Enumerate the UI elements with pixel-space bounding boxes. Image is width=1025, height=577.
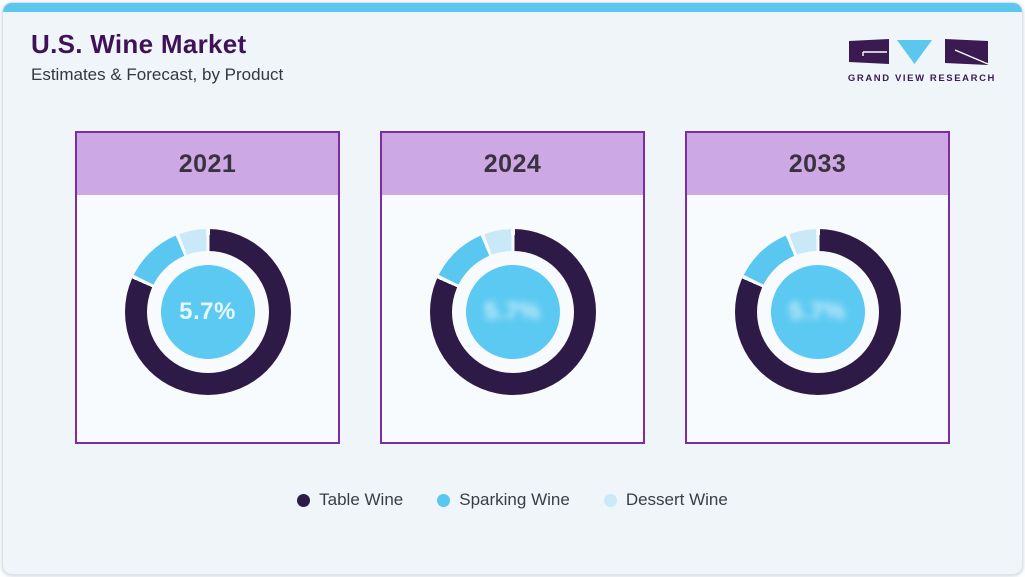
card-header-2024: 2024 bbox=[382, 133, 643, 195]
title-block: U.S. Wine Market Estimates & Forecast, b… bbox=[31, 29, 283, 85]
donut-center-circle: 5.7% bbox=[160, 264, 255, 359]
page-subtitle: Estimates & Forecast, by Product bbox=[31, 65, 284, 84]
grand-view-research-logo: GRAND VIEW RESEARCH bbox=[848, 29, 996, 84]
donut-hole: 5.7% bbox=[451, 250, 574, 373]
dessert-wine-swatch-icon bbox=[603, 493, 617, 507]
card-header-2033: 2033 bbox=[687, 133, 948, 195]
logo-wordmark: GRAND VIEW RESEARCH bbox=[847, 73, 996, 84]
legend-label: Dessert Wine bbox=[625, 490, 728, 509]
year-card-2033: 2033 5.7% bbox=[685, 131, 950, 444]
donut-chart-2021: 5.7% bbox=[124, 228, 291, 395]
card-header-2021: 2021 bbox=[77, 133, 338, 195]
donut-chart-2024: 5.7% bbox=[429, 228, 596, 395]
donut-hole: 5.7% bbox=[146, 250, 269, 373]
year-card-2021: 2021 5.7% bbox=[75, 131, 340, 444]
table-wine-swatch-icon bbox=[297, 493, 311, 507]
legend-label: Sparking Wine bbox=[459, 490, 570, 509]
donut-center-label: 5.7% bbox=[179, 297, 236, 325]
legend-item-table-wine: Table Wine bbox=[297, 490, 403, 510]
gvr-logo-icon bbox=[849, 39, 989, 65]
donut-center-label: 5.7% bbox=[484, 297, 541, 325]
donut-center-circle: 5.7% bbox=[770, 264, 865, 359]
top-accent-bar bbox=[3, 3, 1022, 12]
donut-center-label: 5.7% bbox=[789, 297, 846, 325]
legend-label: Table Wine bbox=[319, 490, 404, 509]
year-cards-row: 2021 5.7% 2024 5.7% bbox=[3, 131, 1022, 444]
card-body-2033: 5.7% bbox=[687, 195, 948, 442]
donut-center-circle: 5.7% bbox=[465, 264, 560, 359]
card-body-2021: 5.7% bbox=[77, 195, 338, 442]
page-title: U.S. Wine Market bbox=[31, 29, 247, 59]
sparking-wine-swatch-icon bbox=[437, 493, 451, 507]
page-header: U.S. Wine Market Estimates & Forecast, b… bbox=[3, 12, 1022, 85]
card-body-2024: 5.7% bbox=[382, 195, 643, 442]
donut-hole: 5.7% bbox=[756, 250, 879, 373]
legend-item-dessert-wine: Dessert Wine bbox=[603, 490, 728, 510]
legend-item-sparking-wine: Sparking Wine bbox=[437, 490, 570, 510]
donut-chart-2033: 5.7% bbox=[734, 228, 901, 395]
year-card-2024: 2024 5.7% bbox=[380, 131, 645, 444]
chart-legend: Table Wine Sparking Wine Dessert Wine bbox=[3, 490, 1022, 510]
